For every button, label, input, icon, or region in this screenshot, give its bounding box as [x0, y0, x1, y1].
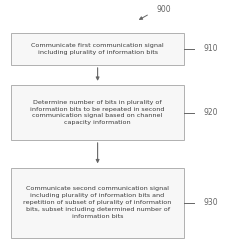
Text: Communicate first communication signal
including plurality of information bits: Communicate first communication signal i… — [31, 43, 164, 55]
Text: 910: 910 — [203, 44, 218, 53]
Text: 900: 900 — [156, 6, 171, 15]
Text: 920: 920 — [203, 108, 218, 117]
Text: Communicate second communication signal
including plurality of information bits : Communicate second communication signal … — [23, 186, 172, 218]
Text: Determine number of bits in plurality of
information bits to be repeated in seco: Determine number of bits in plurality of… — [30, 100, 165, 125]
Text: 930: 930 — [203, 198, 218, 207]
FancyBboxPatch shape — [11, 32, 184, 65]
FancyBboxPatch shape — [11, 168, 184, 238]
FancyBboxPatch shape — [11, 85, 184, 140]
